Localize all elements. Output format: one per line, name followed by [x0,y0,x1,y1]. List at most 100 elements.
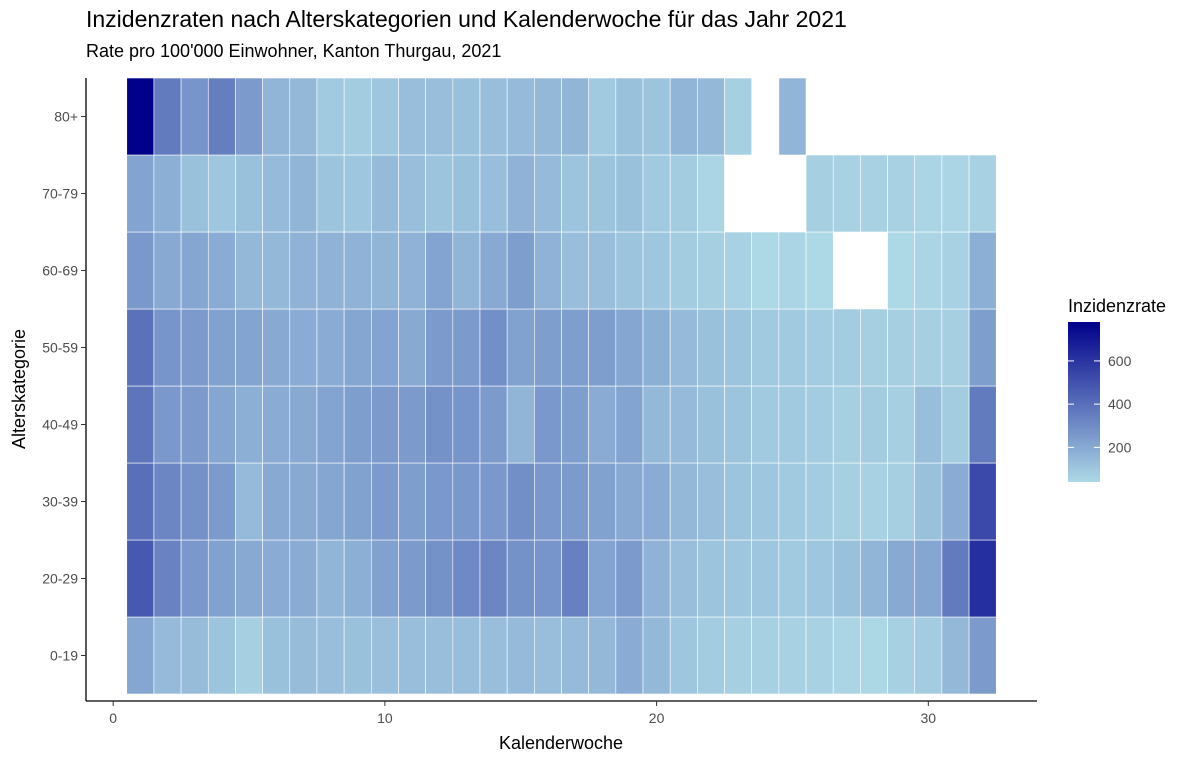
heatmap-cell-70-79-w1 [126,154,155,233]
heatmap-cell-80+-w25 [778,77,807,156]
heatmap-cell-20-29-w32 [968,539,997,618]
heatmap-cell-0-19-w22 [697,616,725,695]
heatmap-cell-20-29-w15 [506,539,535,618]
heatmap-cell-60-69-w8 [316,231,345,310]
heatmap-cell-50-59-w14 [479,308,508,387]
y-tick-label-40-49: 40-49 [42,417,78,433]
heatmap-cell-60-69-w29 [887,231,916,310]
heatmap-cell-50-59-w6 [262,308,291,387]
heatmap-cell-30-39-w22 [697,462,725,541]
heatmap-cell-70-79-w15 [506,154,535,233]
heatmap-cell-20-29-w20 [642,539,671,618]
heatmap-cell-70-79-w17 [561,154,589,233]
heatmap-cell-50-59-w26 [805,308,834,387]
heatmap-cell-40-49-w28 [860,385,888,464]
heatmap-cell-20-29-w10 [370,539,399,618]
heatmap-cell-20-29-w31 [941,539,970,618]
heatmap-cell-40-49-w11 [398,385,426,464]
heatmap-cell-0-19-w19 [615,616,644,695]
x-tick-label: 10 [377,710,393,726]
heatmap-cell-0-19-w4 [207,616,236,695]
heatmap-cell-0-19-w25 [778,616,807,695]
heatmap-cell-30-39-w28 [860,462,888,541]
heatmap-cell-20-29-w29 [887,539,916,618]
heatmap-cell-30-39-w20 [642,462,671,541]
heatmap-cell-70-79-w9 [343,154,372,233]
heatmap-cell-60-69-w16 [534,231,562,310]
heatmap-cell-20-29-w9 [343,539,372,618]
x-tick-label: 0 [109,710,117,726]
heatmap-cell-60-69-w15 [506,231,535,310]
heatmap-cell-0-19-w13 [452,616,481,695]
heatmap-cell-50-59-w12 [425,308,454,387]
heatmap-cell-80+-w3 [180,77,209,156]
heatmap-cell-70-79-w30 [914,154,943,233]
heatmap-cell-60-69-w19 [615,231,644,310]
x-axis-ticks: 0 10 20 30 [109,701,936,726]
heatmap-cell-60-69-w12 [425,231,454,310]
heatmap-cell-20-29-w18 [588,539,617,618]
heatmap-cell-20-29-w6 [262,539,291,618]
heatmap-cell-60-69-w10 [370,231,399,310]
heatmap-cell-60-69-w30 [914,231,943,310]
heatmap-cell-0-19-w10 [370,616,399,695]
heatmap-cell-70-79-w11 [398,154,426,233]
heatmap-cell-30-39-w13 [452,462,481,541]
x-tick-label: 20 [649,710,665,726]
heatmap-cell-30-39-w21 [669,462,698,541]
heatmap-cell-70-79-w16 [534,154,562,233]
heatmap-cell-40-49-w30 [914,385,943,464]
heatmap-cell-40-49-w31 [941,385,970,464]
heatmap-cell-40-49-w24 [751,385,780,464]
heatmap-cell-40-49-w3 [180,385,209,464]
heatmap-cell-30-39-w6 [262,462,291,541]
heatmap-cell-70-79-w8 [316,154,345,233]
heatmap-cell-20-29-w30 [914,539,943,618]
heatmap-cell-70-79-w19 [615,154,644,233]
heatmap-cell-40-49-w9 [343,385,372,464]
heatmap-cell-80+-w11 [398,77,426,156]
heatmap-cell-0-19-w15 [506,616,535,695]
heatmap-cell-40-49-w14 [479,385,508,464]
heatmap-cell-80+-w23 [724,77,753,156]
heatmap-cell-80+-w15 [506,77,535,156]
heatmap-cell-60-69-w31 [941,231,970,310]
heatmap-cell-20-29-w28 [860,539,888,618]
heatmap-cell-20-29-w4 [207,539,236,618]
heatmap-cell-30-39-w16 [534,462,562,541]
heatmap-cell-40-49-w19 [615,385,644,464]
heatmap-cell-80+-w1 [126,77,155,156]
heatmap-cell-20-29-w13 [452,539,481,618]
heatmap-cell-80+-w21 [669,77,698,156]
heatmap-cell-0-19-w11 [398,616,426,695]
heatmap-cell-40-49-w17 [561,385,589,464]
heatmap-cell-80+-w10 [370,77,399,156]
heatmap-cell-80+-w6 [262,77,291,156]
heatmap-cell-30-39-w7 [289,462,318,541]
heatmap-cell-70-79-w7 [289,154,318,233]
heatmap-cell-0-19-w7 [289,616,318,695]
heatmap-cell-50-59-w20 [642,308,671,387]
heatmap-cell-0-19-w17 [561,616,589,695]
heatmap-cell-70-79-w29 [887,154,916,233]
heatmap-cell-40-49-w5 [235,385,263,464]
y-axis-title: Alterskategorie [9,329,29,449]
heatmap-cell-40-49-w10 [370,385,399,464]
heatmap-cell-0-19-w12 [425,616,454,695]
heatmap-cell-30-39-w27 [832,462,861,541]
heatmap-cell-30-39-w30 [914,462,943,541]
heatmap-cell-40-49-w27 [832,385,861,464]
heatmap-cell-30-39-w11 [398,462,426,541]
heatmap-cell-70-79-w12 [425,154,454,233]
heatmap-cell-0-19-w9 [343,616,372,695]
axes [85,78,1037,702]
heatmap-cell-40-49-w1 [126,385,155,464]
heatmap-cell-50-59-w27 [832,308,861,387]
heatmap-cell-70-79-w2 [153,154,182,233]
heatmap-cell-20-29-w3 [180,539,209,618]
heatmap-cell-40-49-w4 [207,385,236,464]
heatmap-cell-0-19-w6 [262,616,291,695]
heatmap-cell-40-49-w20 [642,385,671,464]
y-tick-label-50-59: 50-59 [42,340,78,356]
